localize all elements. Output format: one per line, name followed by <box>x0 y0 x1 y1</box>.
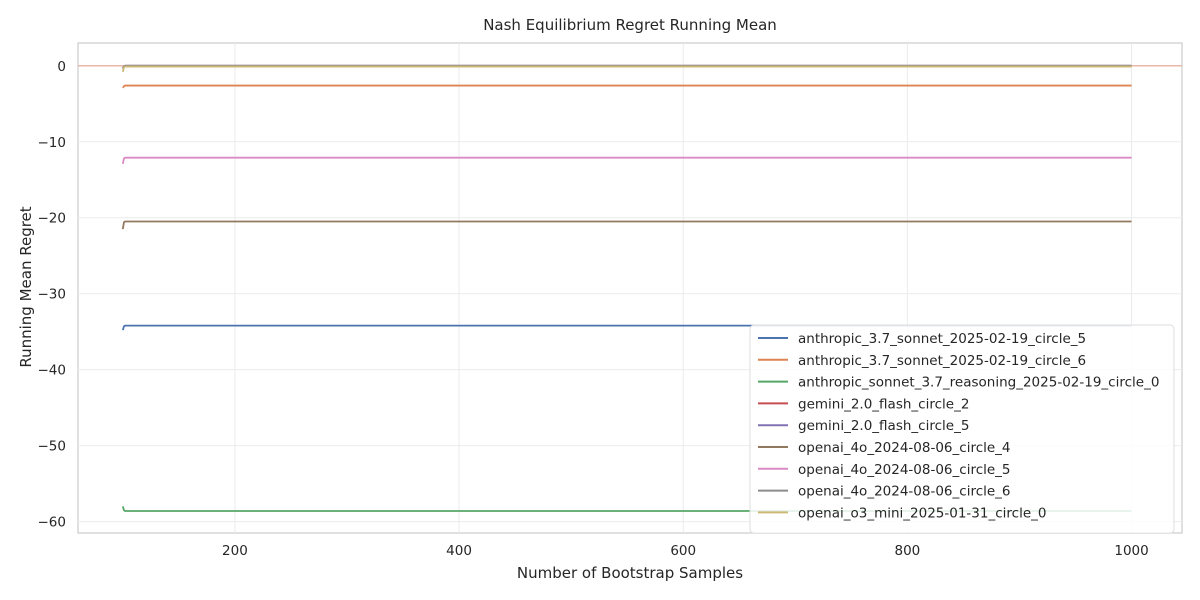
x-tick-label: 800 <box>895 543 921 559</box>
x-tick-label: 200 <box>222 543 248 559</box>
y-tick-label: −50 <box>38 439 67 455</box>
legend-entry: gemini_2.0_flash_circle_5 <box>798 418 969 434</box>
x-axis-ticks: 200 400 600 800 1000 <box>222 543 1149 559</box>
series-line <box>122 84 1132 89</box>
series-line <box>121 506 1132 512</box>
legend-entry: anthropic_sonnet_3.7_reasoning_2025-02-1… <box>798 375 1159 391</box>
legend-entry: openai_4o_2024-08-06_circle_6 <box>798 484 1011 500</box>
chart-title: Nash Equilibrium Regret Running Mean <box>483 16 777 34</box>
legend-box <box>749 324 1175 534</box>
x-tick-label: 400 <box>446 543 472 559</box>
legend: anthropic_3.7_sonnet_2025-02-19_circle_5… <box>749 324 1175 534</box>
legend-entry: openai_o3_mini_2025-01-31_circle_0 <box>798 505 1046 521</box>
series-lines <box>121 64 1132 512</box>
legend-entry: anthropic_3.7_sonnet_2025-02-19_circle_5 <box>798 331 1086 347</box>
y-tick-label: −10 <box>38 135 67 151</box>
series-line <box>121 220 1132 230</box>
series-line <box>121 65 1132 73</box>
y-axis-label: Running Mean Regret <box>17 206 35 367</box>
y-tick-label: −40 <box>38 363 67 379</box>
x-axis-label: Number of Bootstrap Samples <box>517 564 743 582</box>
y-tick-label: −60 <box>38 515 67 531</box>
x-tick-label: 600 <box>670 543 696 559</box>
y-tick-label: −30 <box>38 287 67 303</box>
y-tick-label: 0 <box>57 59 66 75</box>
legend-entry: gemini_2.0_flash_circle_2 <box>798 396 969 412</box>
legend-entry: openai_4o_2024-08-06_circle_4 <box>798 440 1011 456</box>
legend-entry: openai_4o_2024-08-06_circle_5 <box>798 462 1011 478</box>
y-axis-ticks: 0 −10 −20 −30 −40 −50 −60 <box>38 59 67 531</box>
series-line <box>121 324 1132 331</box>
x-tick-label: 1000 <box>1114 543 1148 559</box>
y-tick-label: −20 <box>38 211 67 227</box>
series-line <box>121 156 1132 164</box>
legend-entry: anthropic_3.7_sonnet_2025-02-19_circle_6 <box>798 353 1086 369</box>
